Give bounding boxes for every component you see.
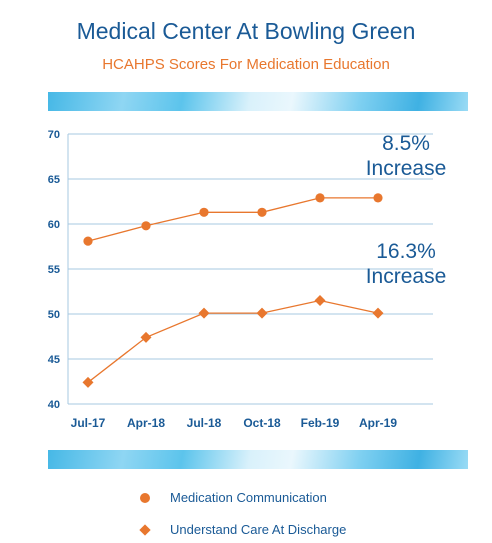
data-point (82, 376, 94, 388)
data-point (373, 193, 383, 203)
legend-label: Understand Care At Discharge (170, 522, 347, 537)
data-point (199, 207, 209, 217)
annotation-1-line2: Increase (366, 157, 447, 180)
y-tick-label: 65 (48, 174, 60, 186)
x-tick-label: Feb-19 (301, 416, 340, 430)
data-point (372, 307, 384, 319)
data-point (141, 221, 151, 231)
data-point (83, 236, 93, 246)
x-tick-label: Oct-18 (243, 416, 281, 430)
legend-item-understand-care: Understand Care At Discharge (139, 522, 347, 537)
annotation-2-line2: Increase (366, 265, 447, 288)
series-line-2 (87, 299, 379, 383)
x-tick-label: Apr-19 (359, 416, 397, 430)
data-point (140, 331, 152, 343)
y-tick-label: 50 (48, 309, 60, 321)
chart-title: Medical Center At Bowling Green (76, 18, 416, 44)
line-chart: 40 45 50 55 60 65 70 Jul-17 Apr-18 Jul-18 Oct-18 F… (48, 129, 447, 430)
circle-marker-icon (140, 492, 150, 503)
decorative-band-top (48, 92, 468, 111)
data-point (198, 307, 210, 319)
y-tick-label: 45 (48, 354, 60, 366)
decorative-band-bottom (48, 450, 468, 469)
series-group (82, 193, 384, 388)
x-tick-label: Jul-18 (187, 416, 222, 430)
y-tick-label: 40 (48, 399, 60, 411)
annotation-2-line1: 16.3% (376, 240, 436, 263)
data-point (256, 307, 268, 319)
data-point (257, 207, 267, 217)
diamond-marker-icon (139, 523, 151, 536)
y-tick-label: 55 (48, 264, 60, 276)
gridlines (67, 133, 433, 405)
chart-subtitle: HCAHPS Scores For Medication Education (102, 56, 390, 73)
data-point (315, 193, 325, 203)
legend-label: Medication Communication (170, 490, 327, 505)
annotation-1-line1: 8.5% (382, 132, 430, 155)
data-point (314, 295, 326, 306)
x-tick-label: Apr-18 (127, 416, 165, 430)
y-tick-label: 60 (48, 219, 60, 231)
legend-item-medication-communication: Medication Communication (140, 490, 327, 505)
y-tick-label: 70 (48, 129, 60, 141)
series-line-1 (87, 197, 378, 242)
x-tick-label: Jul-17 (71, 416, 106, 430)
y-axis-ticks: 40 45 50 55 60 65 70 (48, 129, 60, 411)
x-axis-ticks: Jul-17 Apr-18 Jul-18 Oct-18 Feb-19 Apr-19 (71, 416, 398, 430)
